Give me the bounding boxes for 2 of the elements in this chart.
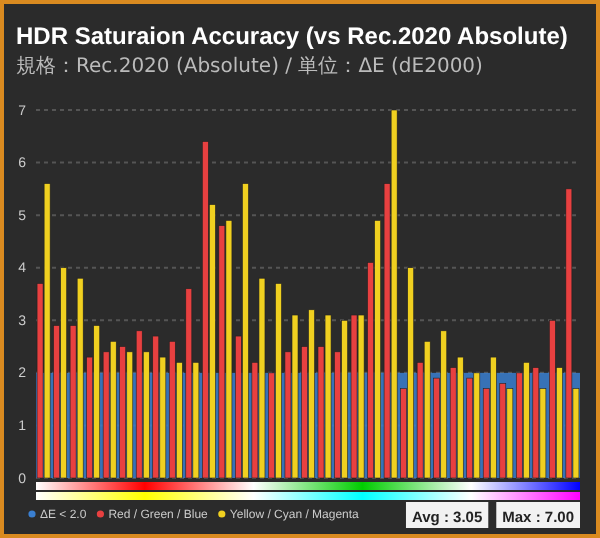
chart-subtitle: 規格：Rec.2020 (Absolute) / 単位：ΔE (dE2000) (16, 54, 484, 78)
chart-title: HDR Saturaion Accuracy (vs Rec.2020 Absolute) (16, 22, 568, 50)
